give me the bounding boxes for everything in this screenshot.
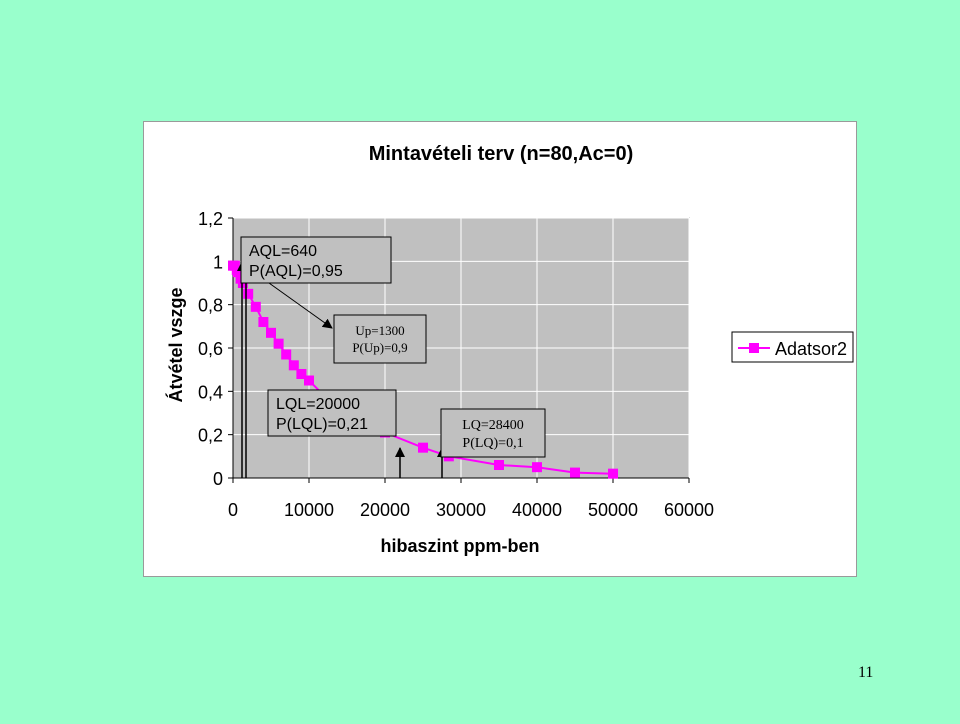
x-tick-label: 50000 — [588, 500, 638, 520]
data-point — [266, 327, 276, 338]
data-point — [281, 349, 292, 360]
y-tick-label: 1,2 — [198, 209, 223, 229]
y-axis-label: Átvétel vszge — [165, 287, 186, 402]
chart-area: Mintavételi terv (n=80,Ac=0) 0 0,2 0,4 0,6 0… — [143, 121, 857, 577]
lq-annotation-text: LQ=28400 — [462, 418, 524, 433]
data-point — [250, 301, 261, 312]
x-tick-label: 30000 — [436, 500, 486, 520]
lql-annotation-text: LQL=20000 — [276, 396, 360, 413]
page-number: 11 — [858, 664, 874, 681]
data-point — [296, 369, 307, 379]
up-annotation-box — [333, 314, 427, 364]
lql-annotation-box — [267, 389, 397, 437]
data-point — [288, 360, 299, 371]
y-tick-label: 0,6 — [198, 339, 223, 359]
data-point — [608, 468, 618, 479]
data-point — [258, 317, 269, 327]
x-tick-label: 40000 — [512, 500, 562, 520]
chart-svg: Mintavételi terv (n=80,Ac=0) 00,20,40,60… — [165, 143, 854, 556]
plot-layer: 0 0,2 0,4 0,6 0,8 1 1,2 0 10000 20000 30000 40000 50… — [198, 209, 714, 520]
x-tick-label: 20000 — [360, 500, 410, 520]
up-annotation-text: Up=1300 — [355, 323, 404, 338]
y-tick-label: 0,4 — [198, 382, 223, 402]
lq-annotation-box — [440, 408, 546, 458]
legend: Adatsor2 — [731, 331, 854, 363]
y-tick-label: 0,2 — [198, 426, 223, 446]
x-tick-label: 60000 — [664, 500, 714, 520]
data-point — [494, 460, 504, 470]
aql-annotation-box — [240, 236, 392, 284]
chart-title: Mintavételi terv (n=80,Ac=0) — [369, 143, 634, 165]
lql-annotation-text: P(LQL)=0,21 — [276, 416, 368, 433]
data-point — [273, 338, 284, 349]
aql-annotation-text: AQL=640 — [249, 243, 317, 260]
x-axis-label: hibaszint ppm-ben — [381, 536, 540, 556]
data-point — [304, 375, 314, 386]
data-point — [232, 267, 243, 278]
legend-entry: Adatsor2 — [775, 339, 847, 359]
lq-annotation-text: P(LQ)=0,1 — [462, 436, 523, 451]
y-tick-label: 1 — [213, 252, 223, 272]
data-point — [418, 442, 428, 453]
up-annotation-text: P(Up)=0,9 — [352, 340, 407, 355]
legend-marker-icon — [749, 343, 759, 353]
x-tick-label: 10000 — [284, 500, 334, 520]
x-tick-label: 0 — [228, 500, 238, 520]
up-pointer-line — [261, 277, 333, 329]
y-tick-label: 0,8 — [198, 296, 223, 316]
data-point — [532, 462, 542, 473]
y-tick-label: 0 — [213, 469, 223, 489]
aql-annotation-text: P(AQL)=0,95 — [249, 263, 343, 280]
data-point — [570, 467, 580, 478]
data-point — [243, 288, 254, 299]
